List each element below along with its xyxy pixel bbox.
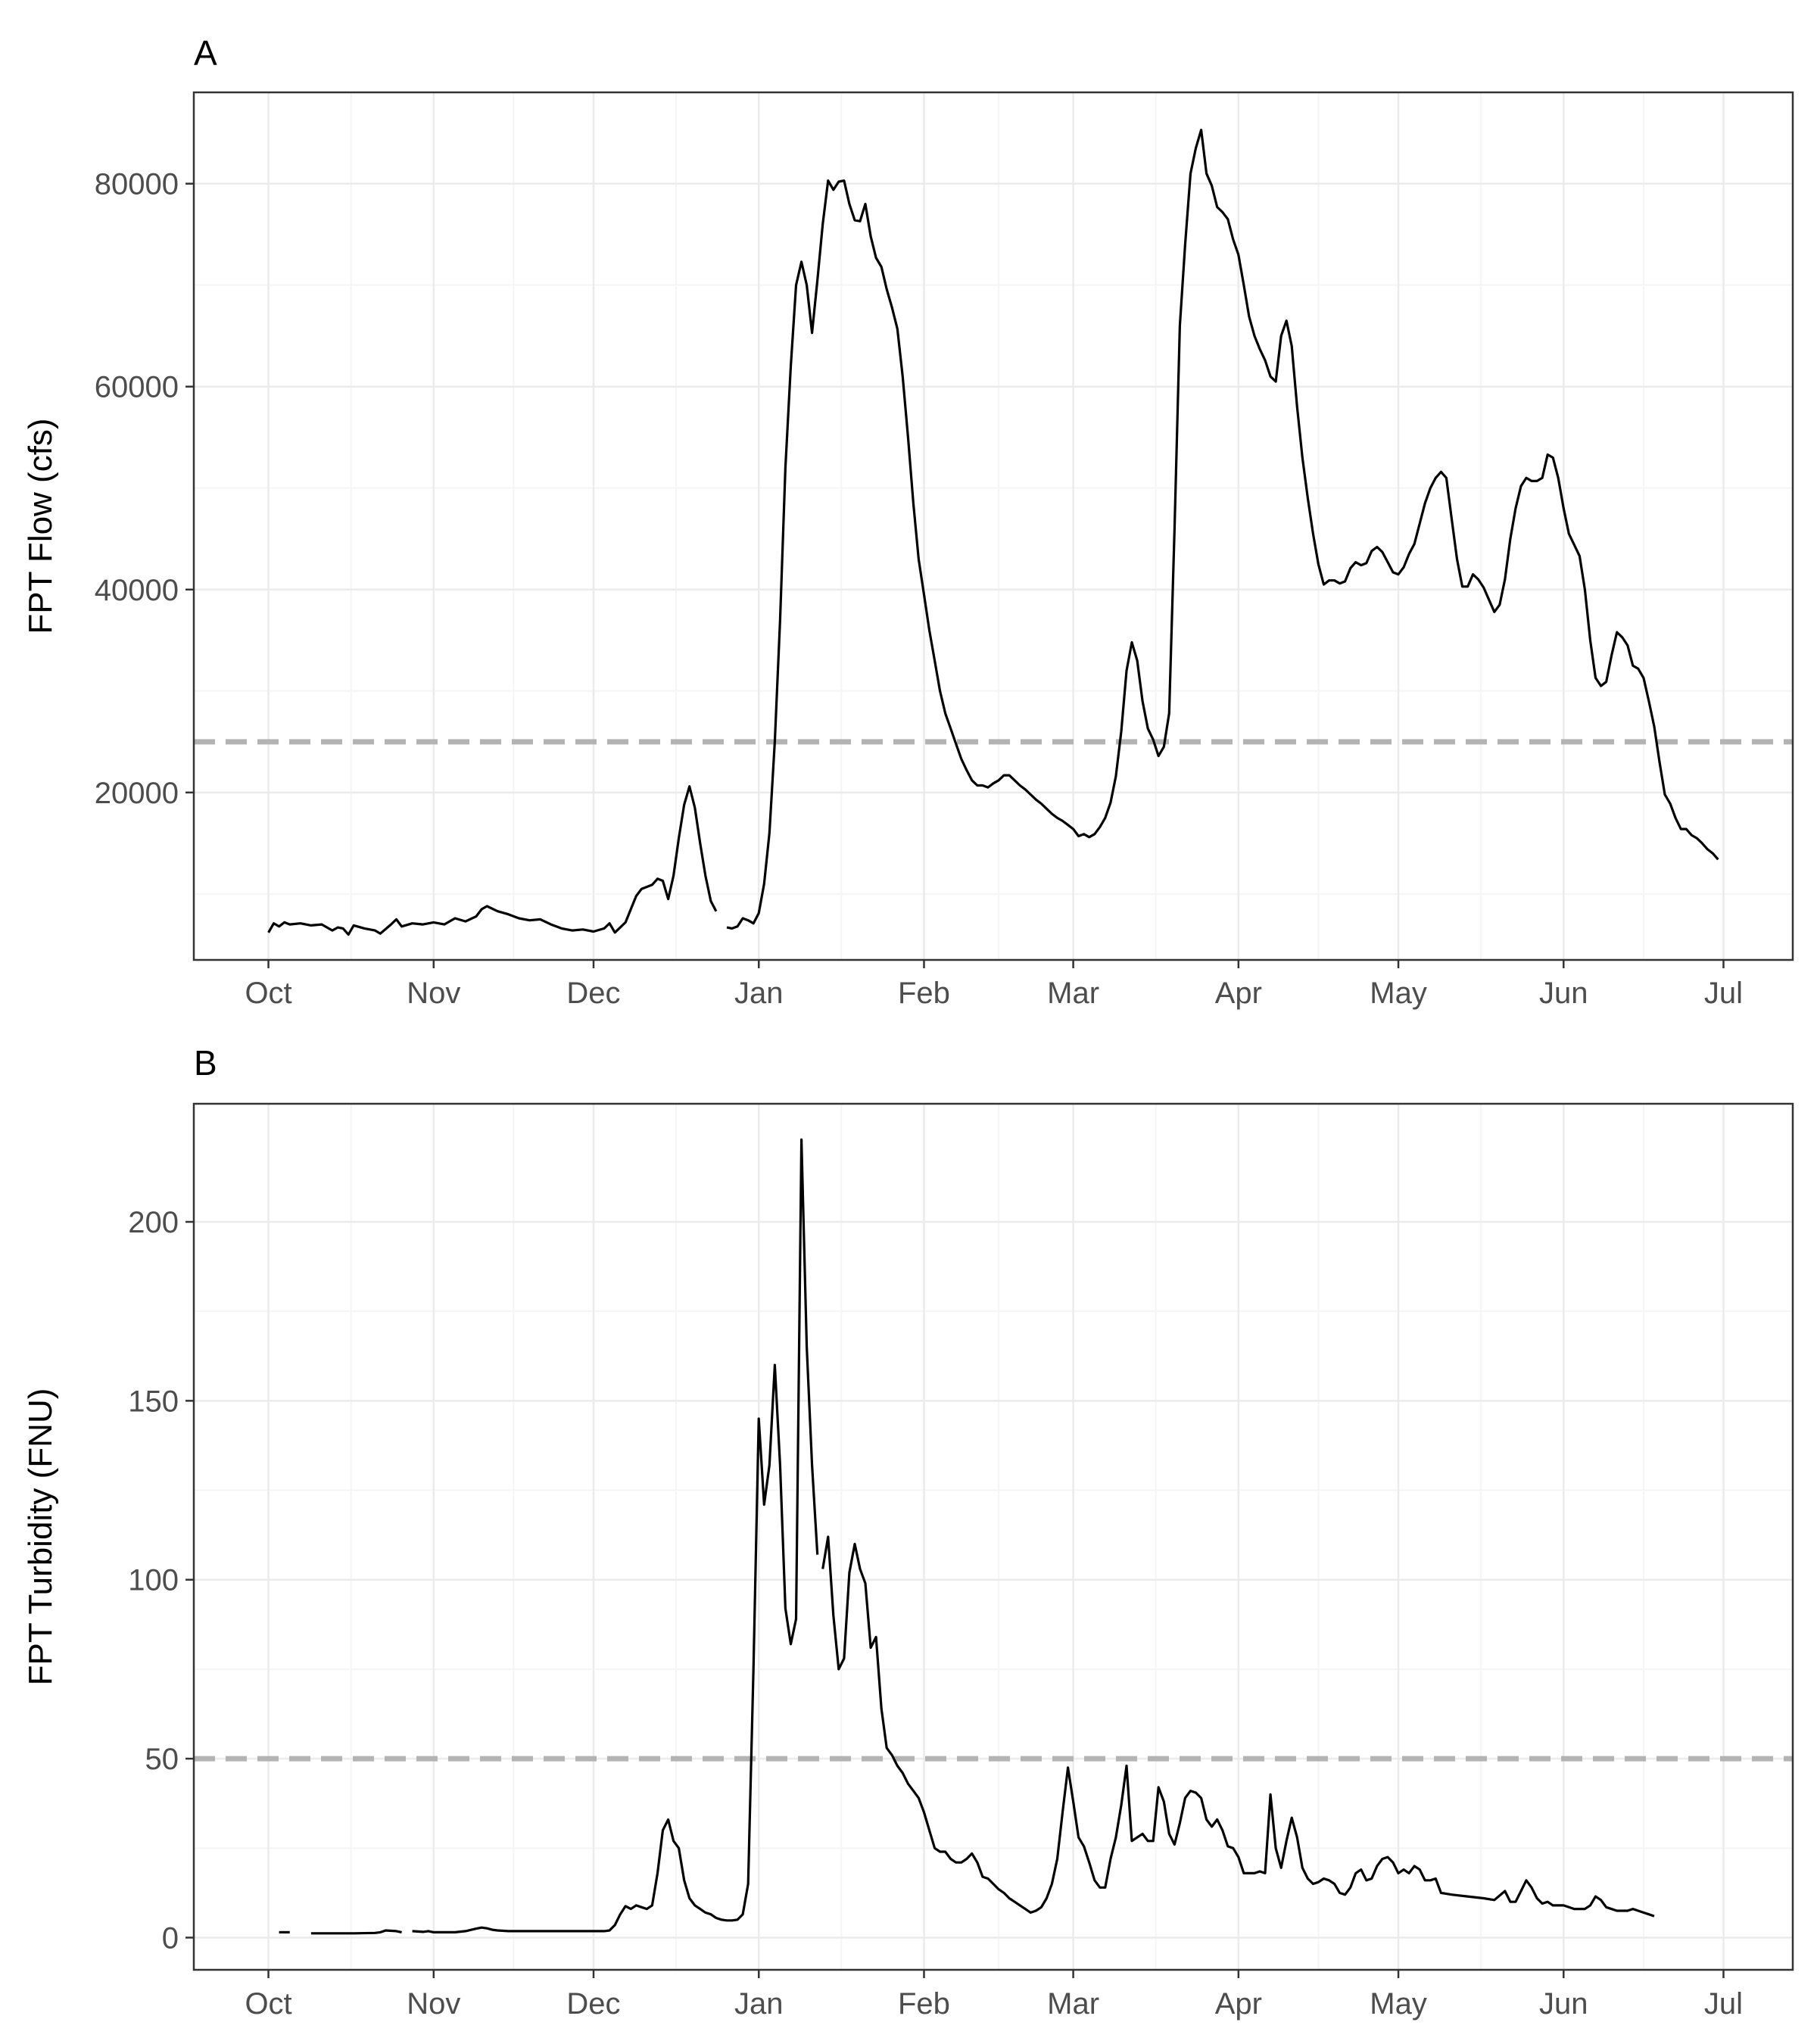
x-tick-label: May [1370,977,1427,1010]
x-tick-label: Jun [1539,977,1588,1010]
y-tick-label: 100 [128,1564,179,1597]
x-tick-label: Apr [1215,1987,1262,2021]
x-tick-label: Nov [407,977,460,1010]
y-tick-label: 0 [162,1921,179,1955]
y-tick-label: 200 [128,1206,179,1239]
x-tick-label: Jun [1539,1987,1588,2021]
x-tick-label: Oct [245,977,291,1010]
x-tick-label: Jan [734,977,784,1010]
panel-tag: B [194,1043,217,1083]
panel-b: Oct Nov Dec Jan Feb Mar Apr May Jun Jul 0 50 100 150 2… [22,1043,1794,2021]
x-tick-label: May [1370,1987,1427,2021]
x-tick-label: Mar [1047,1987,1099,2021]
x-tick-label: Mar [1047,977,1099,1010]
x-tick-label: Jul [1704,1987,1743,2021]
x-tick-label: Apr [1215,977,1262,1010]
y-tick-label: 80000 [95,168,179,201]
plot-area [194,1104,1793,1970]
series-line-segment [726,129,1719,930]
panel-border [192,91,1794,961]
x-tick-label: Dec [566,977,620,1010]
x-tick-label: Jul [1704,977,1743,1010]
x-tick-label: Feb [898,1987,950,2021]
plot-area [194,92,1793,960]
x-tick-label: Nov [407,1987,460,2021]
y-axis-title: FPT Turbidity (FNU) [22,1388,59,1686]
y-tick-label: 20000 [95,777,179,810]
y-tick-label: 150 [128,1385,179,1418]
series-line-segment [412,1138,819,1933]
x-tick-label: Jan [734,1987,784,2021]
y-axis-title: FPT Flow (cfs) [22,418,59,634]
panel-border [192,1102,1794,1971]
y-tick-label: 50 [145,1743,179,1776]
series-line-segment [267,785,718,936]
y-tick-label: 60000 [95,371,179,404]
x-tick-label: Feb [898,977,950,1010]
x-tick-label: Dec [566,1987,620,2021]
y-tick-label: 40000 [95,574,179,607]
panel-tag: A [194,33,217,73]
series-line-segment [821,1535,1655,1918]
series-line-segment [310,1929,402,1935]
panel-a: Oct Nov Dec Jan Feb Mar Apr May Jun Jul 20000 40000… [22,33,1794,1010]
x-tick-label: Oct [245,1987,291,2021]
